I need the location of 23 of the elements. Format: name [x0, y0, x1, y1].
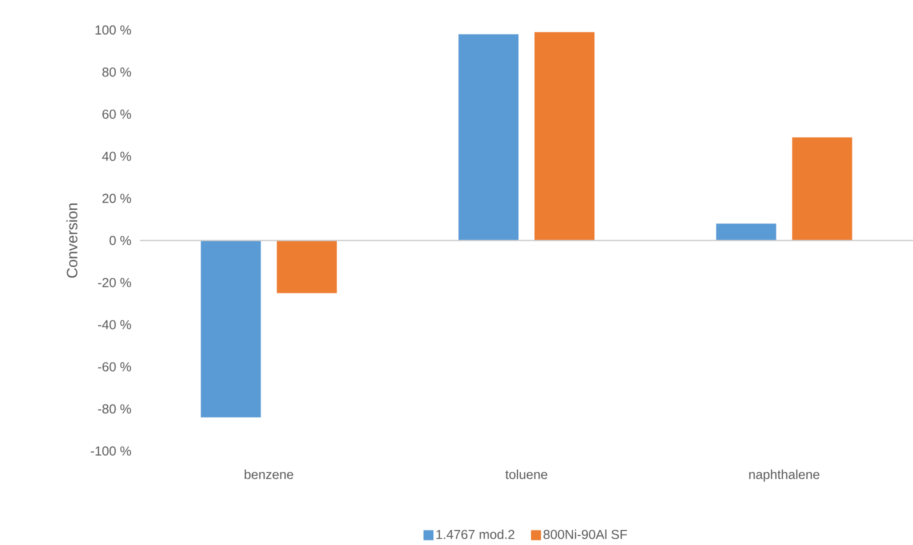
- x-tick-label: benzene: [244, 470, 294, 480]
- y-tick-label: -100 %: [90, 446, 131, 456]
- bar: [534, 32, 595, 240]
- y-tick-label: 60 %: [102, 110, 131, 119]
- y-tick-label: 0 %: [110, 236, 131, 246]
- x-tick-label: toluene: [505, 470, 548, 480]
- x-tick-label: naphthalene: [749, 470, 820, 482]
- bar: [276, 240, 337, 294]
- y-axis-title: Conversion: [66, 204, 78, 278]
- bar: [792, 137, 852, 240]
- y-tick-label: 20 %: [102, 194, 131, 203]
- bar: [716, 224, 776, 240]
- legend-label: 800Ni-90Al SF: [544, 530, 627, 540]
- bar: [458, 34, 519, 240]
- legend-label: 1.4767 mod.2: [436, 530, 514, 540]
- y-tick-label: 80 %: [102, 67, 131, 77]
- y-tick-label: -60 %: [98, 362, 131, 372]
- y-tick-label: 40 %: [102, 152, 131, 161]
- y-tick-label: 100 %: [96, 25, 131, 35]
- y-tick-label: -40 %: [98, 320, 131, 330]
- y-tick-label: -80 %: [98, 404, 131, 414]
- y-tick-label: -20 %: [98, 278, 131, 288]
- bar: [200, 240, 261, 418]
